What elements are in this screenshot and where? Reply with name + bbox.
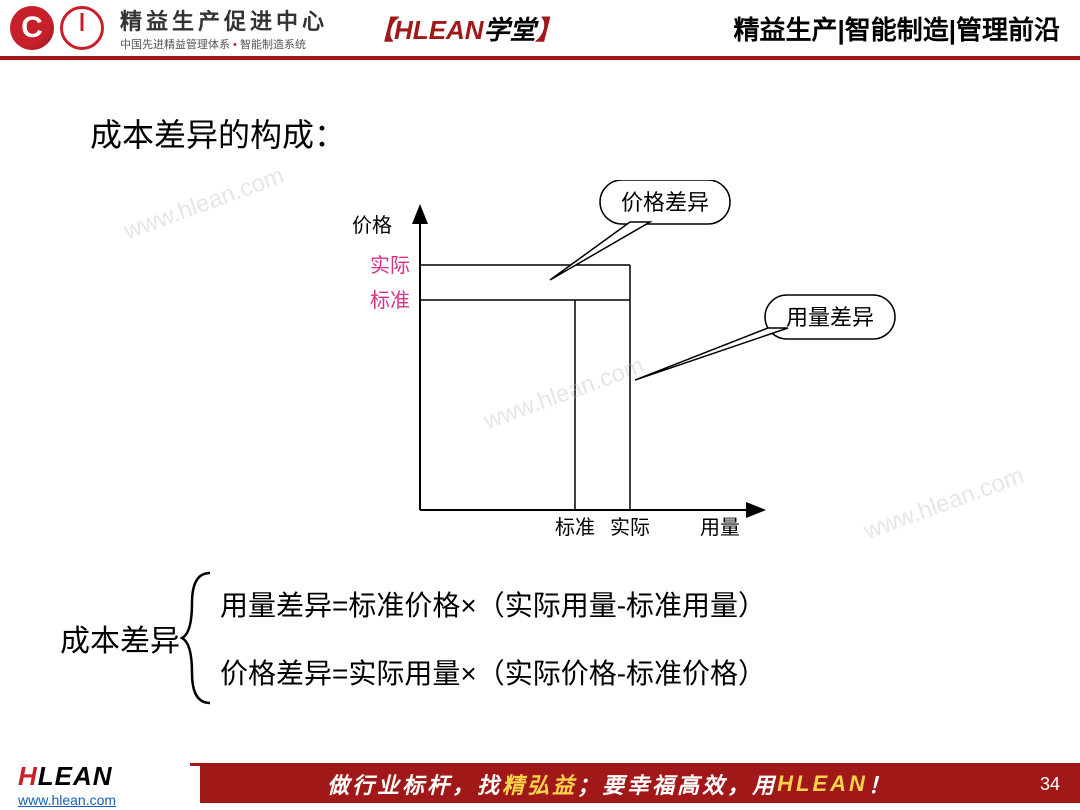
formula-label: 成本差异 [60,616,180,660]
svg-text:实际: 实际 [610,516,650,539]
diagram-svg: 价格 实际 标准 标准 实际 用量 价格差异 用量差异 [350,180,910,550]
formula-lines: 用量差异=标准价格×（实际用量-标准用量） 价格差异=实际用量×（实际价格-标准… [220,584,766,692]
variance-diagram: 价格 实际 标准 标准 实际 用量 价格差异 用量差异 [350,180,910,550]
header-bar: C 精益生产促进中心 中国先进精益管理体系 • 智能制造系统 【HLEAN学堂】… [0,0,1080,60]
brace-icon [180,568,220,708]
formula-price: 价格差异=实际用量×（实际价格-标准价格） [220,652,766,692]
svg-text:实际: 实际 [370,254,410,277]
watermark: www.hlean.com [120,162,288,246]
header-brand: 【HLEAN学堂】 [368,10,562,47]
footer: HLEAN www.hlean.com 做行业标杆，找精弘益；要幸福高效，用HL… [0,758,1080,810]
footer-slogan: 做行业标杆，找精弘益；要幸福高效，用HLEAN！ [200,765,1020,803]
center-subtitle: 中国先进精益管理体系 • 智能制造系统 [120,36,328,52]
slide-title: 成本差异的构成： [90,110,346,156]
formula-block: 成本差异 用量差异=标准价格×（实际用量-标准用量） 价格差异=实际用量×（实际… [60,568,1020,708]
footer-left: HLEAN www.hlean.com [0,761,200,808]
center-title: 精益生产促进中心 [120,4,328,36]
svg-text:用量: 用量 [700,517,740,539]
logo-block: C 精益生产促进中心 中国先进精益管理体系 • 智能制造系统 [10,4,328,52]
logo-ring-icon [60,6,104,50]
logo-c-icon: C [10,6,54,50]
footer-logo: HLEAN [18,761,200,792]
formula-qty: 用量差异=标准价格×（实际用量-标准用量） [220,584,766,624]
footer-url: www.hlean.com [18,792,200,808]
svg-text:标准: 标准 [555,516,595,539]
svg-text:标准: 标准 [370,289,410,312]
svg-text:用量差异: 用量差异 [786,305,874,330]
center-name: 精益生产促进中心 中国先进精益管理体系 • 智能制造系统 [120,4,328,52]
page-number: 34 [1020,765,1080,803]
svg-text:价格差异: 价格差异 [621,190,709,215]
header-tags: 精益生产|智能制造|管理前沿 [733,10,1060,47]
svg-text:价格: 价格 [352,214,392,237]
